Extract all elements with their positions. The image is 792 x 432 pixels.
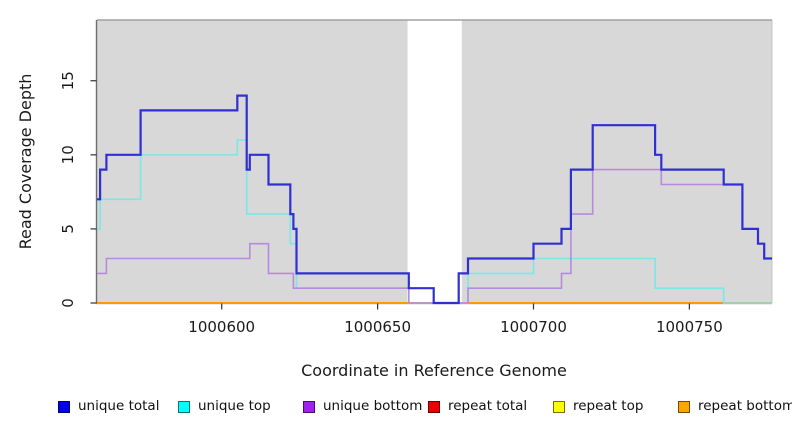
y-axis-title: Read Coverage Depth bbox=[16, 74, 35, 250]
legend-label: unique bottom bbox=[323, 398, 423, 414]
legend-swatch-repeat-top bbox=[553, 400, 565, 413]
coverage-plot: 1000600 1000650 1000700 1000750 0 5 10 15 Coord… bbox=[16, 19, 773, 380]
legend-swatch-repeat-total bbox=[428, 400, 440, 413]
legend-swatch-unique-total bbox=[58, 400, 70, 413]
legend-swatch-repeat-bottom bbox=[678, 400, 690, 413]
y-tick-label: 10 bbox=[59, 145, 77, 164]
x-axis-title: Coordinate in Reference Genome bbox=[301, 361, 567, 380]
x-tick-label: 1000600 bbox=[188, 318, 255, 336]
legend-item-repeat-top: repeat top bbox=[553, 399, 643, 414]
x-tick-label: 1000700 bbox=[500, 318, 567, 336]
series-layer bbox=[97, 94, 772, 305]
legend-item-unique-total: unique total bbox=[58, 399, 159, 414]
series-line-unique-total bbox=[97, 94, 772, 305]
legend-item-unique-top: unique top bbox=[178, 399, 271, 414]
legend-label: unique total bbox=[78, 398, 160, 414]
y-tick-label: 0 bbox=[59, 298, 77, 308]
y-tick-label: 15 bbox=[59, 71, 77, 90]
x-tick-label: 1000650 bbox=[344, 318, 411, 336]
legend-item-unique-bottom: unique bottom bbox=[303, 399, 422, 414]
legend-label: repeat top bbox=[573, 398, 644, 414]
coverage-gap-band bbox=[407, 20, 462, 303]
legend-label: repeat total bbox=[448, 398, 528, 414]
legend-item-repeat-total: repeat total bbox=[428, 399, 527, 414]
legend-swatch-unique-bottom bbox=[303, 400, 315, 413]
y-tick-label: 5 bbox=[59, 224, 77, 234]
legend-item-repeat-bottom: repeat bottom bbox=[678, 399, 792, 414]
legend-label: repeat bottom bbox=[698, 398, 792, 414]
x-tick-label: 1000750 bbox=[656, 318, 723, 336]
legend-swatch-unique-top bbox=[178, 400, 190, 413]
legend-label: unique top bbox=[198, 398, 271, 414]
ticks-layer: 1000600 1000650 1000700 1000750 0 5 10 15 bbox=[59, 71, 723, 336]
